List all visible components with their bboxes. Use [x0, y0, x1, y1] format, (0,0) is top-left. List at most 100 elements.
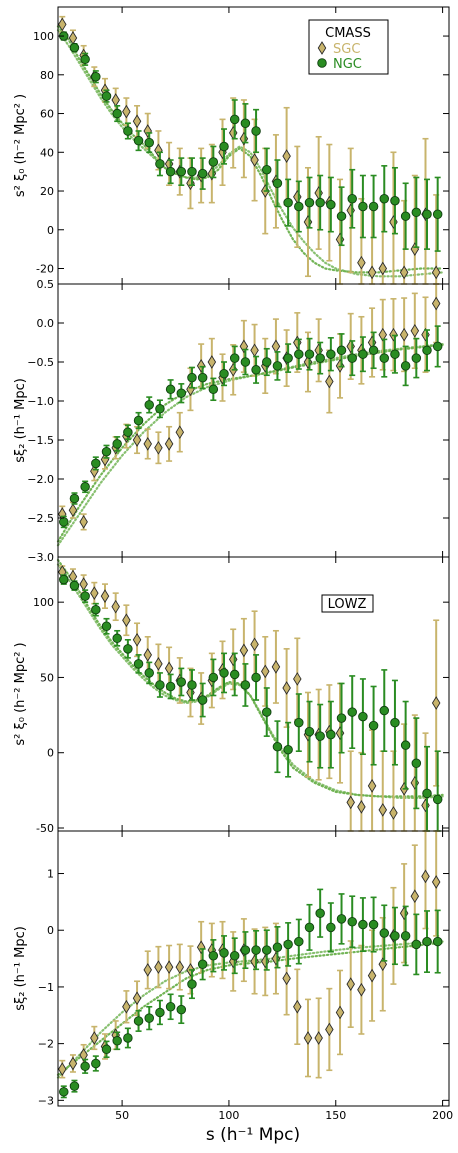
y-tick-label: −0.5	[27, 356, 54, 369]
model-curve	[56, 940, 444, 1079]
sgc-point	[58, 1062, 67, 1076]
ngc-point	[294, 201, 304, 212]
ngc-point	[165, 681, 176, 692]
ngc-point	[379, 705, 390, 716]
ngc-point	[411, 939, 422, 950]
ngc-point	[229, 114, 240, 125]
sgc-point	[154, 143, 163, 158]
panel-cmass-xi2: −3.0 −2.5 −2.0 −1.5 −1.0 −0.5 0.0 0.5 sξ₂ (h⁻¹ M…	[13, 278, 450, 564]
sgc-point	[271, 951, 281, 966]
ngc-point	[133, 415, 144, 426]
y-tick-label: 0	[47, 924, 54, 937]
ngc-point	[326, 199, 336, 210]
y-tick-label: 80	[40, 69, 54, 82]
ngc-point	[358, 349, 368, 359]
ngc-point	[251, 945, 261, 955]
ngc-point	[176, 166, 187, 177]
ngc-point	[432, 341, 443, 352]
x-tick-label: 200	[432, 1109, 453, 1122]
sgc-point	[357, 255, 366, 270]
sgc-point	[132, 114, 142, 129]
ngc-point	[400, 740, 411, 750]
ngc-point	[379, 353, 390, 363]
ngc-point	[358, 919, 368, 930]
y-tick-label: −2.5	[27, 512, 54, 525]
ngc-point	[165, 1002, 176, 1012]
y-tick-label: 0.5	[37, 278, 55, 291]
ngc-point	[347, 194, 357, 204]
y-tick-label: -20	[36, 263, 54, 276]
sgc-point	[261, 954, 270, 969]
ngc-point	[219, 948, 229, 958]
ngc-point	[422, 345, 432, 356]
sgc-point	[282, 149, 291, 164]
ngc-point	[101, 621, 112, 632]
legend-ngc-label: NGC	[333, 57, 362, 72]
sgc-point	[175, 425, 185, 440]
plot-frame	[57, 6, 450, 285]
sgc-point	[431, 296, 441, 311]
ngc-point	[422, 936, 432, 947]
sgc-point	[293, 189, 302, 204]
ngc-point	[400, 211, 411, 221]
ngc-point	[251, 365, 261, 375]
ngc-point	[59, 574, 69, 585]
ngc-point	[262, 707, 272, 717]
x-tick-labels: 50 100 150 200	[115, 1109, 453, 1122]
panel-cmass-xi0: -20 0 20 40 60 80 100 s² ξ₀ (h⁻² Mpc² ) CMASSSGC…	[13, 6, 450, 285]
ngc-point	[347, 916, 357, 927]
x-tick-label: 100	[218, 1109, 239, 1122]
ngc-point	[422, 209, 432, 220]
sgc-point	[293, 335, 302, 350]
sgc-point	[293, 999, 302, 1014]
ngc-point	[336, 211, 347, 221]
sgc-point	[68, 1056, 78, 1071]
ngc-point	[347, 353, 357, 363]
ngc-point	[240, 118, 251, 128]
ngc-point	[358, 201, 368, 212]
sgc-point	[164, 661, 174, 676]
y-tick-label: 0	[47, 224, 54, 237]
ngc-point	[187, 979, 197, 989]
ngc-point	[432, 209, 443, 220]
ngc-point	[304, 922, 315, 933]
sgc-point	[271, 339, 281, 354]
ngc-point	[379, 928, 390, 938]
y-axis-label: sξ₂ (h⁻¹ Mpc)	[13, 378, 28, 463]
sgc-point	[431, 875, 441, 889]
y-tick-label: 20	[40, 185, 54, 198]
sgc-point	[143, 648, 152, 662]
ngc-point	[133, 659, 144, 669]
sgc-point	[271, 660, 281, 674]
legend-ngc-marker	[317, 58, 327, 68]
sgc-point	[431, 696, 441, 710]
ngc-point	[315, 197, 325, 208]
sgc-point	[389, 215, 398, 229]
sgc-point	[399, 265, 409, 280]
sgc-point	[196, 940, 206, 955]
sgc-point	[325, 1022, 334, 1037]
sgc-point	[154, 440, 163, 455]
plot-frame	[57, 830, 450, 1107]
sgc-point	[293, 672, 302, 686]
ngc-point	[368, 345, 379, 356]
sgc-point	[58, 17, 67, 32]
y-tick-label: 0	[47, 747, 54, 760]
sgc-point	[314, 1031, 323, 1045]
ngc-point	[272, 942, 283, 952]
ngc-point	[133, 135, 144, 146]
sgc-point	[154, 657, 163, 671]
sgc-point	[164, 960, 174, 974]
sgc-point	[303, 1031, 313, 1045]
ngc-point	[197, 959, 208, 969]
ngc-point	[432, 936, 443, 947]
legend-sgc-marker	[317, 41, 327, 55]
ngc-point	[347, 707, 357, 717]
sgc-point	[79, 577, 88, 591]
ngc-point	[336, 345, 347, 356]
ngc-point	[123, 427, 133, 437]
ngc-point	[197, 695, 208, 705]
sgc-point	[346, 203, 355, 218]
ngc-point	[229, 669, 240, 680]
